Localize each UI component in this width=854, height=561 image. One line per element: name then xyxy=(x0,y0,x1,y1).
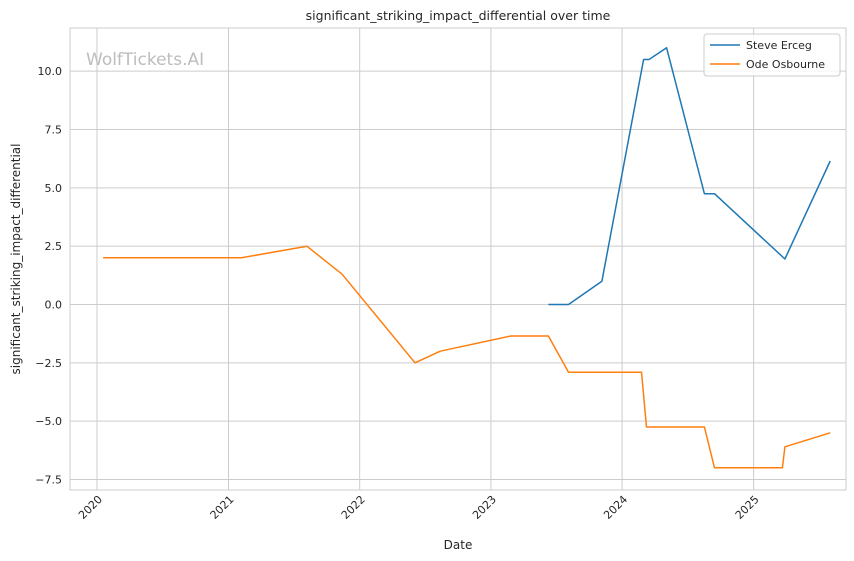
grid-lines xyxy=(70,28,846,490)
y-tick-label: 0.0 xyxy=(45,299,63,312)
y-axis: 10.0 7.5 5.0 2.5 0.0 −2.5 −5.0 −7.5 xyxy=(35,65,62,486)
legend: Steve Erceg Ode Osbourne xyxy=(703,33,841,77)
watermark: WolfTickets.AI xyxy=(86,50,204,70)
y-axis-label: significant_striking_impact_differential xyxy=(9,144,23,375)
x-axis-label: Date xyxy=(444,538,473,552)
y-tick-label: 2.5 xyxy=(45,240,63,253)
y-tick-label: −2.5 xyxy=(35,357,62,370)
plot-area xyxy=(69,27,847,491)
y-tick-label: −5.0 xyxy=(35,415,62,428)
series-line-ode-osbourne xyxy=(103,245,831,469)
legend-label-steve-erceg: Steve Erceg xyxy=(746,39,812,52)
series-line-steve-erceg xyxy=(548,47,831,306)
y-tick-label: 7.5 xyxy=(45,124,63,137)
y-tick-label: 5.0 xyxy=(45,182,63,195)
y-tick-label: 10.0 xyxy=(38,65,63,78)
legend-label-ode-osbourne: Ode Osbourne xyxy=(746,58,825,71)
series-lines xyxy=(103,47,831,469)
y-tick-label: −7.5 xyxy=(35,474,62,487)
chart-title: significant_striking_impact_differential… xyxy=(306,8,611,23)
